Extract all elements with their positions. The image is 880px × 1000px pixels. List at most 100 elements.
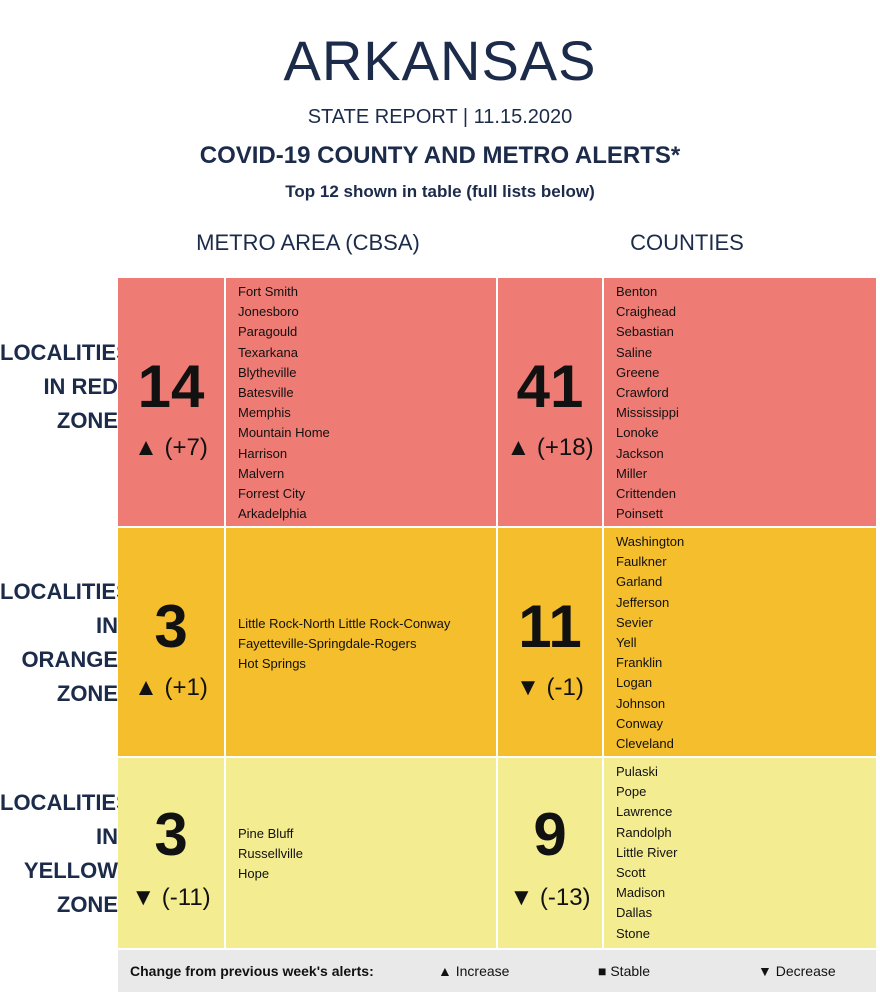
list-item: Texarkana [238,344,298,360]
list-item: Russellville [238,846,304,862]
list-item: Crawford [616,385,669,401]
orange-metro-count: 3 [154,593,188,660]
list-item: Pope [616,784,647,800]
red-county-count-cell: 41 ▲ (+18) [498,278,602,526]
orange-county-list-cell: Washington Faulkner Garland Jefferson Sevier… [604,528,876,756]
red-label-line-1: LOCALITIES [0,340,131,365]
red-metro-list-cell: Fort Smith Jonesboro Paragould Texarkana Bly… [226,278,496,526]
red-county-change: ▲ (+18) [506,434,594,461]
list-item: Miller [616,465,648,481]
orange-county-list: Washington Faulkner Garland Jefferson Sevier… [616,532,684,754]
list-item: Conway [616,715,663,731]
alerts-title: COVID-19 COUNTY AND METRO ALERTS* [199,142,681,169]
list-item: Garland [616,574,663,590]
list-item: Lonoke [616,425,659,441]
list-item: Johnson [616,695,666,711]
list-item: Fayetteville-Springdale-Rogers [238,636,417,652]
list-item: Logan [616,675,653,691]
yellow-county-change: ▼ (-13) [509,884,591,911]
orange-metro-change: ▲ (+1) [134,674,208,701]
list-item: Stone [616,925,650,941]
list-item: Sevier [616,614,653,630]
list-item: Randolph [616,824,672,840]
orange-label-line-2: IN ORANGE [21,613,118,672]
orange-county-change: ▼ (-1) [516,674,584,701]
list-item: Paragould [238,324,298,340]
legend-label: Change from previous week's alerts: [130,963,374,979]
list-item: Harrison [238,445,288,461]
orange-metro-list-cell: Little Rock-North Little Rock-Conway Faye… [226,528,496,756]
list-item: Madison [616,885,666,901]
list-item: Mountain Home [238,425,330,441]
orange-metro-list: Little Rock-North Little Rock-Conway Faye… [238,614,450,675]
list-item: Mississippi [616,405,679,421]
list-item: Saline [616,344,653,360]
yellow-zone-label: LOCALITIES IN YELLOW ZONE [0,786,131,922]
metro-column-header: METRO AREA (CBSA) [196,230,420,255]
list-item: Poinsett [616,506,663,522]
list-item: Cleveland [616,736,674,752]
list-item: Jonesboro [238,304,299,320]
orange-zone-label: LOCALITIES IN ORANGE ZONE [0,575,131,711]
red-metro-list: Fort Smith Jonesboro Paragould Texarkana Bly… [238,282,330,524]
list-item: Jackson [616,445,664,461]
list-item: Memphis [238,405,291,421]
list-item: Batesville [238,385,294,401]
yellow-metro-count-cell: 3 ▼ (-11) [118,758,224,948]
red-metro-change: ▲ (+7) [134,434,208,461]
orange-county-count-cell: 11 ▼ (-1) [498,528,602,756]
list-item: Malvern [238,465,285,481]
list-item: Sebastian [616,324,674,340]
list-item: Greene [616,364,660,380]
list-item: Hope [238,866,270,882]
list-item: Little Rock-North Little Rock-Conway [238,616,451,631]
list-item: Lawrence [616,804,673,820]
list-item: Yell [616,635,637,651]
yellow-label-line-3: ZONE [56,892,118,917]
red-label-line-2: IN RED [43,374,118,399]
list-item: Little River [616,844,678,860]
red-label-line-3: ZONE [56,408,118,433]
list-item: Benton [616,284,658,299]
list-item: Blytheville [238,364,297,380]
yellow-county-list-cell: Pulaski Pope Lawrence Randolph Little River S… [604,758,876,948]
list-item: Arkadelphia [238,506,307,522]
orange-metro-count-cell: 3 ▲ (+1) [118,528,224,756]
list-item: Pulaski [616,764,658,779]
list-item: Hot Springs [238,656,306,672]
list-item: Pine Bluff [238,826,294,841]
list-item: Dallas [616,905,653,921]
list-item: Faulkner [616,554,667,570]
report-subtitle: STATE REPORT | 11.15.2020 [307,106,573,128]
yellow-county-list: Pulaski Pope Lawrence Randolph Little River S… [616,762,677,944]
list-item: Washington [616,534,685,549]
list-item: Craighead [616,304,676,320]
report-title: ARKANSAS [283,29,597,92]
red-county-list-cell: Benton Craighead Sebastian Saline Greene Craw… [604,278,876,526]
alerts-subtitle: Top 12 shown in table (full lists below) [285,182,595,201]
counties-column-header: COUNTIES [630,230,744,255]
orange-label-line-1: LOCALITIES [0,579,131,604]
list-item: Scott [616,865,646,881]
legend-increase: ▲ Increase [438,963,510,979]
yellow-county-count-cell: 9 ▼ (-13) [498,758,602,948]
list-item: Franklin [616,655,663,671]
legend-stable: ■ Stable [598,963,651,979]
list-item: Forrest City [238,486,306,502]
yellow-metro-list-cell: Pine Bluff Russellville Hope [226,758,496,948]
yellow-county-count: 9 [533,801,567,868]
yellow-label-line-1: LOCALITIES [0,790,131,815]
red-county-count: 41 [516,353,584,420]
legend-decrease: ▼ Decrease [758,963,836,979]
orange-county-count: 11 [518,593,582,660]
red-metro-count-cell: 14 ▲ (+7) [118,278,224,526]
yellow-metro-count: 3 [154,801,188,868]
red-county-list: Benton Craighead Sebastian Saline Greene Craw… [616,282,679,524]
yellow-metro-list: Pine Bluff Russellville Hope [238,824,303,885]
list-item: Fort Smith [238,284,298,299]
red-metro-count: 14 [137,353,205,420]
yellow-label-line-2: IN YELLOW [23,824,118,883]
red-zone-label: LOCALITIES IN RED ZONE [0,336,131,438]
legend-bar: Change from previous week's alerts: ▲ In… [118,950,876,992]
list-item: Crittenden [616,486,676,502]
